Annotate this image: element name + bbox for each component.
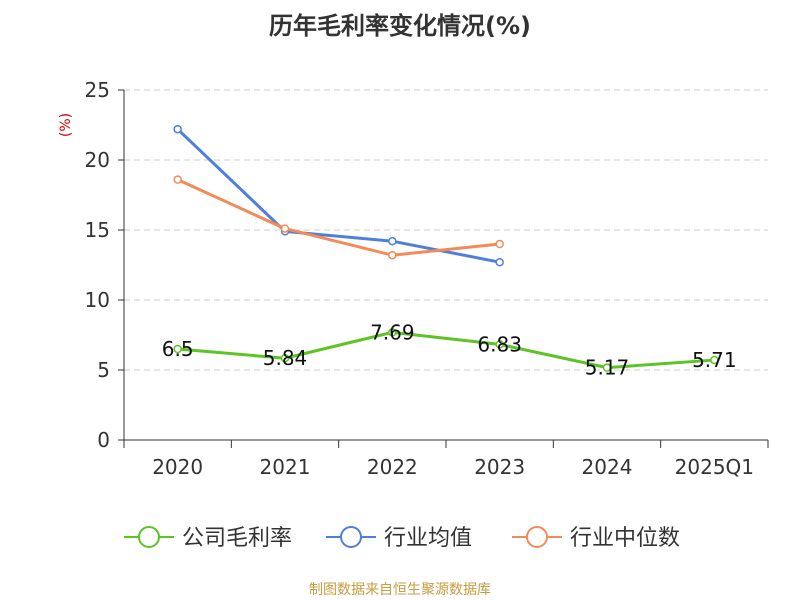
x-tick-label: 2023 — [474, 455, 525, 479]
x-tick-label: 2024 — [582, 455, 633, 479]
legend-marker-2 — [526, 526, 548, 548]
legend-label-0: 公司毛利率 — [182, 526, 292, 551]
y-tick-label: 0 — [97, 428, 110, 452]
x-tick-label: 2020 — [152, 455, 203, 479]
data-point — [710, 355, 719, 365]
data-label: 6.5 — [162, 337, 194, 361]
data-point — [495, 257, 504, 267]
y-tick-label: 20 — [85, 148, 110, 172]
data-point — [388, 236, 397, 246]
legend-marker-0 — [138, 526, 160, 548]
y-axis-label: (%) — [58, 113, 74, 137]
data-labels: 6.5 5.84 7.69 6.83 5.17 5.71 — [162, 320, 737, 379]
data-point — [280, 353, 290, 363]
series-line-0 — [177, 330, 715, 370]
x-tick-label: 2022 — [367, 455, 418, 479]
y-tick-label: 5 — [97, 358, 110, 382]
y-tick-label: 15 — [85, 218, 110, 242]
data-label: 5.71 — [692, 348, 737, 372]
axes: 0 5 10 15 20 25 2020 2021 2022 2023 2024 2025Q1 — [85, 78, 769, 479]
legend-label-2: 行业中位数 — [570, 526, 680, 551]
data-point — [173, 124, 182, 134]
data-point — [173, 344, 182, 354]
data-label: 5.17 — [585, 356, 630, 380]
data-label: 6.83 — [477, 332, 522, 356]
data-point — [388, 250, 397, 260]
series-line-1 — [176, 128, 500, 264]
data-point — [495, 340, 504, 349]
source-note: 制图数据来自恒生聚源数据库 — [309, 582, 491, 598]
x-tick-label: 2021 — [260, 455, 311, 479]
data-label: 5.84 — [263, 346, 308, 370]
legend-label-1: 行业均值 — [384, 526, 472, 551]
data-point — [495, 239, 504, 249]
y-tick-label: 10 — [85, 288, 110, 312]
legend-marker-1 — [340, 526, 362, 548]
x-tick-label: 2025Q1 — [675, 455, 754, 479]
y-tick-label: 25 — [85, 78, 110, 102]
series — [173, 124, 719, 372]
data-point — [602, 363, 612, 372]
legend: 公司毛利率 行业均值 行业中位数 — [124, 526, 680, 551]
data-point — [280, 224, 290, 233]
series-line-2 — [177, 178, 500, 257]
grid-lines — [124, 89, 768, 371]
chart-title: 历年毛利率变化情况(%) — [269, 12, 531, 40]
data-label: 7.69 — [370, 320, 415, 344]
data-point — [173, 175, 182, 184]
data-point — [388, 328, 397, 337]
